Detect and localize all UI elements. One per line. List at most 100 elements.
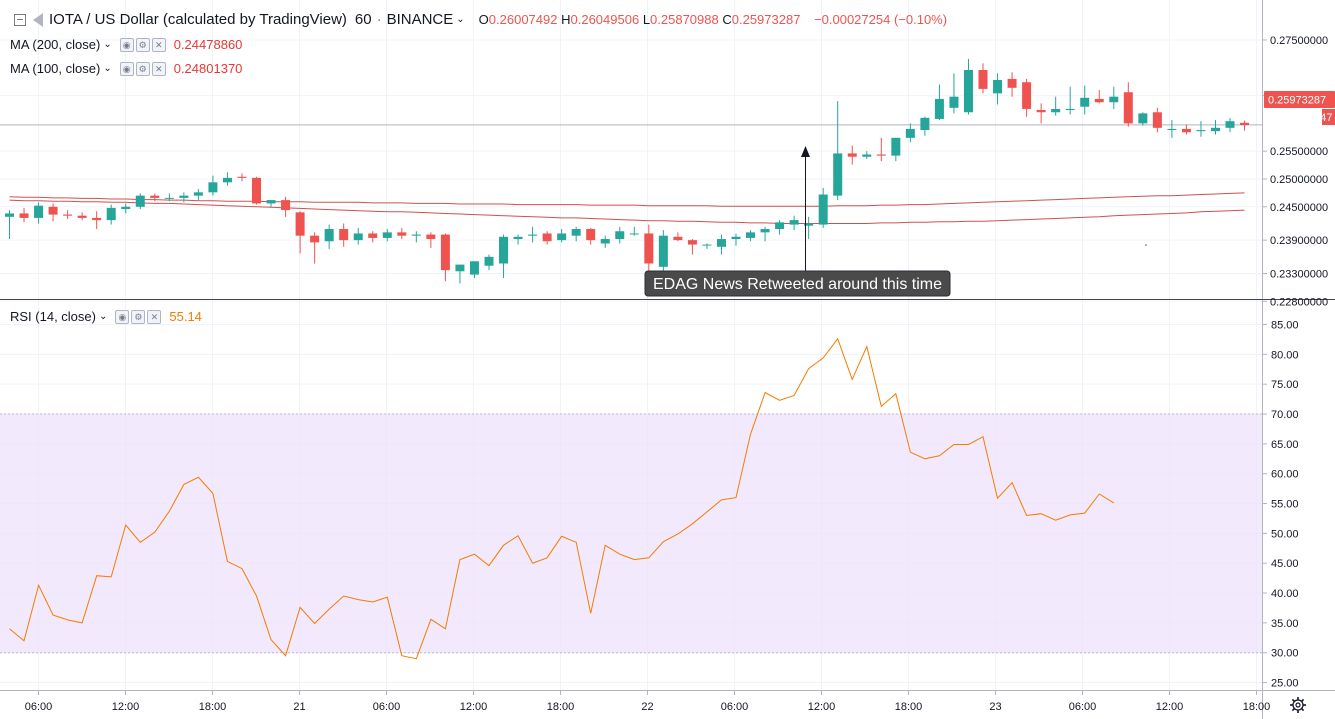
candle-body bbox=[1036, 110, 1046, 113]
candle bbox=[150, 193, 160, 202]
eye-icon[interactable]: ◉ bbox=[119, 38, 134, 52]
candle bbox=[963, 58, 973, 115]
candle-body bbox=[629, 233, 639, 235]
eye-icon[interactable]: ◉ bbox=[115, 310, 130, 324]
rsi-tick-label: 50.00 bbox=[1271, 528, 1299, 540]
open-value: 0.26007492 bbox=[488, 12, 558, 27]
candle bbox=[121, 203, 131, 214]
countdown-bgcolor bbox=[1322, 109, 1335, 125]
candle-body bbox=[455, 264, 465, 272]
rsi-value: 55.14 bbox=[169, 309, 202, 324]
candle bbox=[469, 261, 479, 278]
settings-icon[interactable]: ⚙ bbox=[135, 38, 150, 52]
low-value: 0.25870988 bbox=[650, 12, 719, 27]
ma100-label[interactable]: MA (100, close) bbox=[10, 61, 101, 76]
candle bbox=[760, 226, 770, 242]
time-tick-label: 12:00 bbox=[112, 701, 140, 713]
time-tick-label: 06:00 bbox=[25, 701, 53, 713]
candle-body bbox=[949, 96, 959, 108]
rsi-tick-label: 25.00 bbox=[1271, 678, 1299, 690]
chevron-down-icon[interactable]: ⌄ bbox=[456, 14, 465, 25]
candle bbox=[164, 193, 174, 202]
rsi-label[interactable]: RSI (14, close) bbox=[10, 309, 96, 324]
gear-icon[interactable] bbox=[1290, 697, 1306, 713]
candle-body bbox=[600, 239, 610, 244]
time-axis[interactable]: 06:00 12:00 18:00 21 06:00 12:00 18:00 22 06:00 1… bbox=[25, 691, 1271, 713]
candle-body bbox=[673, 236, 683, 241]
price-tick-label: 0.23900000 bbox=[1270, 235, 1328, 247]
chevron-down-icon[interactable]: ⌄ bbox=[98, 311, 108, 322]
rsi-line bbox=[9, 337, 1115, 660]
close-icon[interactable]: ✕ bbox=[147, 310, 162, 324]
eye-icon[interactable]: ◉ bbox=[119, 62, 134, 76]
candle bbox=[775, 220, 785, 235]
settings-icon[interactable]: ⚙ bbox=[135, 62, 150, 76]
candle bbox=[222, 172, 232, 186]
candle bbox=[77, 212, 87, 221]
rsi-tick-label: 85.00 bbox=[1271, 320, 1299, 332]
candle-body bbox=[121, 206, 131, 210]
candle-body bbox=[440, 234, 450, 271]
candle bbox=[1080, 85, 1090, 115]
candle-body bbox=[484, 256, 494, 266]
candle-body bbox=[804, 223, 814, 226]
candle-body bbox=[34, 205, 44, 218]
ma200-label[interactable]: MA (200, close) bbox=[10, 37, 101, 52]
candle bbox=[48, 203, 58, 222]
candle-body bbox=[1181, 128, 1191, 133]
candle bbox=[687, 239, 697, 255]
close-icon[interactable]: ✕ bbox=[151, 38, 166, 52]
candle-body bbox=[687, 240, 697, 245]
candle-body bbox=[310, 235, 320, 243]
candle-body bbox=[833, 153, 843, 196]
rsi-tick-label: 55.00 bbox=[1271, 499, 1299, 511]
candle-body bbox=[63, 214, 73, 216]
candle-body bbox=[731, 236, 741, 240]
collapse-icon[interactable] bbox=[14, 14, 26, 26]
candle bbox=[934, 84, 944, 121]
candles[interactable] bbox=[5, 58, 1250, 284]
flag-icon[interactable] bbox=[33, 13, 43, 27]
candle-body bbox=[920, 117, 930, 131]
candle-body bbox=[1167, 128, 1177, 131]
price-axis[interactable]: 0.275000000.265000000.255000000.25000000… bbox=[1263, 35, 1328, 308]
close-icon[interactable]: ✕ bbox=[151, 62, 166, 76]
candle bbox=[513, 234, 523, 245]
candle bbox=[1123, 82, 1133, 127]
candle-body bbox=[818, 194, 828, 225]
candle-body bbox=[876, 154, 886, 156]
candle-body bbox=[1152, 112, 1162, 128]
high-value: 0.26049506 bbox=[570, 12, 640, 27]
annotation-box[interactable] bbox=[644, 270, 951, 297]
candle-body bbox=[1080, 97, 1090, 107]
candle-body bbox=[48, 206, 58, 215]
candle-body bbox=[1225, 121, 1235, 128]
time-tick-label: 06:00 bbox=[373, 701, 401, 713]
rsi-tick-label: 70.00 bbox=[1271, 409, 1299, 421]
symbol-title[interactable]: IOTA / US Dollar (calculated by TradingV… bbox=[49, 11, 347, 28]
candle bbox=[1065, 86, 1075, 115]
rsi-axis[interactable]: 85.00 80.00 75.00 70.00 65.00 60.00 55.00 50.00… bbox=[1263, 320, 1299, 690]
chevron-down-icon[interactable]: ⌄ bbox=[103, 39, 112, 50]
settings-icon[interactable]: ⚙ bbox=[131, 310, 146, 324]
candle-body bbox=[193, 192, 203, 196]
exchange-label[interactable]: BINANCE bbox=[386, 11, 454, 28]
candle-body bbox=[469, 261, 479, 275]
candle-body bbox=[339, 229, 349, 241]
candle bbox=[586, 227, 596, 245]
candle bbox=[528, 226, 538, 243]
chevron-down-icon[interactable]: ⌄ bbox=[103, 63, 112, 74]
rsi-legend: RSI (14, close) ⌄ ◉ ⚙ ✕ 55.14 bbox=[10, 309, 202, 325]
candle-body bbox=[978, 70, 988, 89]
candle bbox=[179, 192, 189, 203]
candle bbox=[1210, 120, 1220, 135]
candle bbox=[1007, 72, 1017, 97]
candle bbox=[266, 200, 276, 207]
candle-body bbox=[1051, 108, 1061, 113]
candle bbox=[789, 215, 799, 231]
interval-label[interactable]: 60 bbox=[354, 11, 372, 28]
candle bbox=[440, 233, 450, 282]
candle bbox=[716, 234, 726, 255]
candle-body bbox=[658, 235, 668, 267]
